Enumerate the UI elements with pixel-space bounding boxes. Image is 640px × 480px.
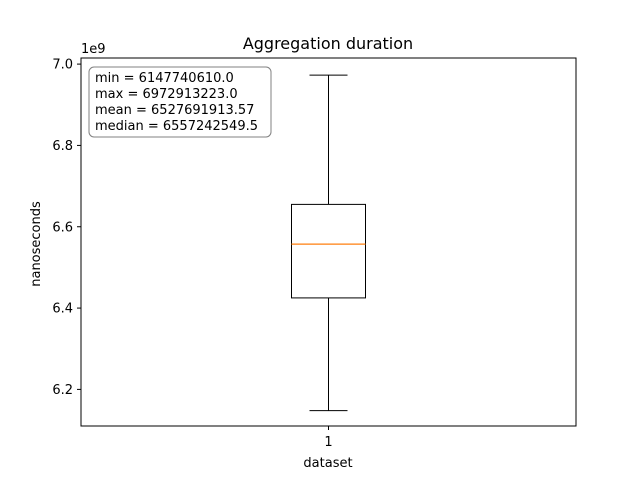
y-axis-label: nanoseconds	[29, 201, 44, 287]
stats-line: mean = 6527691913.57	[95, 103, 254, 118]
x-axis-label: dataset	[303, 456, 352, 471]
stats-line: min = 6147740610.0	[95, 71, 234, 86]
iqr-box	[291, 203, 366, 299]
stats-line: max = 6972913223.0	[95, 87, 238, 102]
y-tick-label: 6.6	[52, 220, 73, 235]
x-tick-label: 1	[324, 435, 332, 450]
y-offset-label: 1e9	[81, 42, 106, 57]
stats-annotation-box	[88, 66, 272, 138]
y-tick-label: 6.8	[52, 139, 73, 154]
y-tick-label: 7.0	[52, 58, 73, 73]
stats-line: median = 6557242549.5	[95, 119, 258, 134]
y-tick-label: 6.2	[52, 383, 73, 398]
y-tick-label: 6.4	[52, 302, 73, 317]
chart-title: Aggregation duration	[243, 34, 413, 53]
